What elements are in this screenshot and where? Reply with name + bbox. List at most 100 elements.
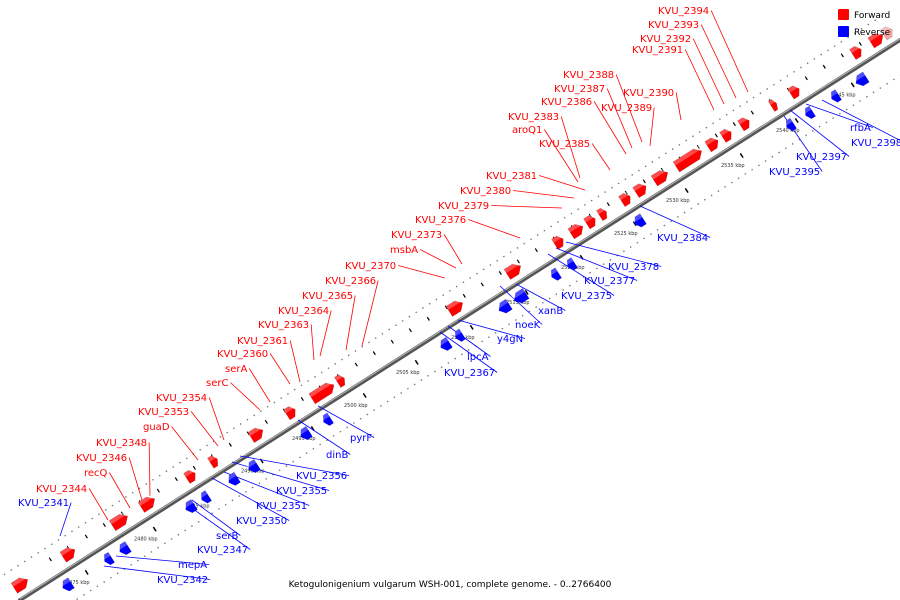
gene-arrow-body (804, 105, 816, 120)
reverse-leader-line (805, 103, 873, 128)
forward-leader-line (491, 205, 563, 209)
forward-leader-line (675, 92, 682, 121)
minor-tick (156, 488, 160, 493)
forward-leader-line (649, 107, 655, 147)
reverse-gene-arrow (245, 459, 261, 473)
gene-arrow-body (334, 374, 346, 388)
reverse-gene-arrow (452, 328, 466, 342)
minor-tick (48, 557, 52, 562)
minor-tick (516, 259, 520, 264)
forward-gene-arrow (596, 206, 608, 222)
forward-gene-arrow (183, 468, 196, 484)
gene-arrow-shine (308, 379, 334, 398)
scale-tick-label: 2485 kbp (186, 503, 210, 509)
forward-track-dots (3, 14, 885, 576)
reverse-gene-label-dinb: dinB (326, 450, 348, 461)
gene-arrow-shine (446, 297, 462, 310)
forward-leader-line (539, 175, 586, 191)
gene-arrow-shine (320, 412, 330, 421)
reverse-gene-label-rfba: rfbA (850, 123, 871, 134)
forward-leader-line (606, 88, 633, 149)
gene-arrow-shine (802, 106, 812, 114)
forward-leader-line (593, 101, 627, 155)
gene-arrow-body (583, 215, 596, 230)
gene-arrow-body (867, 33, 884, 49)
reverse-gene-arrow (320, 412, 334, 426)
gene-arrow-shine (183, 468, 195, 477)
scale-tick-label: 2525 kbp (614, 231, 638, 237)
legend-reverse-label: Reverse (854, 28, 891, 38)
gene-arrow-shine (737, 115, 749, 125)
gene-arrow-shine (768, 98, 776, 105)
gene-arrow-shine (182, 499, 194, 509)
reverse-gene-label-kvu-2398: KVU_2398 (851, 138, 900, 149)
gene-arrow-shine (551, 233, 563, 243)
forward-gene-label-msba: msbA (390, 245, 418, 256)
gene-features (10, 24, 893, 594)
gene-arrow-body (503, 263, 522, 280)
forward-leader-line (190, 411, 219, 447)
gene-arrow-shine (504, 260, 520, 273)
minor-tick (174, 477, 178, 482)
gene-arrow-body (59, 547, 76, 563)
forward-gene-label-kvu-2390: KVU_2390 (623, 88, 674, 99)
gene-arrow-shine (109, 511, 127, 525)
forward-leader-line (361, 280, 379, 347)
reverse-gene-label-kvu-2397: KVU_2397 (796, 152, 847, 163)
minor-tick (750, 110, 754, 115)
forward-gene-arrow (283, 404, 296, 421)
reverse-gene-label-kvu-2351: KVU_2351 (256, 501, 307, 512)
gene-arrow-body (108, 513, 128, 532)
scale-tick-label: 2475 kbp (66, 580, 90, 586)
reverse-leader-line (231, 461, 330, 491)
gene-arrow-body (183, 469, 196, 484)
reverse-gene-arrow (182, 499, 198, 514)
gene-arrow-shine (283, 404, 295, 414)
reverse-leader-line (297, 419, 351, 455)
reverse-gene-label-kvu-2341: KVU_2341 (18, 498, 69, 509)
minor-tick (264, 419, 268, 424)
minor-tick (696, 144, 700, 150)
scale-tick (739, 153, 744, 159)
backbone-highlight (19, 38, 900, 600)
minor-tick (444, 305, 448, 310)
minor-tick (228, 442, 232, 447)
forward-gene-label-kvu-2361: KVU_2361 (237, 336, 288, 347)
forward-gene-arrow (445, 297, 464, 317)
reverse-gene-label-y4gn: y4gN (497, 334, 523, 345)
gene-arrow-body (248, 459, 261, 473)
gene-arrow-shine (11, 574, 27, 587)
genome-backbone (18, 38, 900, 600)
reverse-gene-label-mepa: mepA (178, 560, 207, 571)
minor-tick (498, 270, 502, 276)
gene-arrow-body (650, 170, 669, 187)
forward-gene-arrow (767, 98, 779, 112)
gene-arrow-body (737, 117, 750, 132)
forward-leader-line (710, 10, 749, 93)
reverse-gene-label-kvu-2395: KVU_2395 (769, 167, 820, 178)
gene-arrow-body (300, 426, 313, 440)
gene-arrow-shine (673, 145, 701, 166)
forward-leader-line (419, 249, 457, 269)
gene-arrow-shine (567, 221, 582, 233)
reverse-gene-label-pyrf: pyrF (350, 433, 372, 444)
reverse-gene-arrow (59, 577, 75, 592)
reverse-gene-arrow (564, 257, 578, 271)
gene-arrow-shine (334, 373, 344, 381)
scale-tick-label: 2540 kbp (776, 128, 800, 134)
reverse-gene-label-kvu-2378: KVU_2378 (608, 262, 659, 273)
reverse-gene-label-kvu-2347: KVU_2347 (197, 545, 248, 556)
forward-gene-label-sera: serA (225, 364, 247, 375)
reverse-gene-label-xanb: xanB (538, 306, 563, 317)
forward-gene-label-kvu-2392: KVU_2392 (640, 34, 691, 45)
gene-arrow-body (62, 577, 75, 592)
gene-arrow-shine (631, 213, 643, 223)
forward-leader-line (128, 457, 143, 501)
scale-tick-label: 2535 kbp (721, 163, 745, 169)
forward-gene-label-kvu-2373: KVU_2373 (391, 230, 442, 241)
gene-arrow-body (551, 235, 564, 250)
forward-gene-label-serc: serC (206, 378, 228, 389)
forward-gene-label-aroq1: aroQ1 (512, 125, 542, 136)
minor-tick (660, 167, 664, 172)
forward-gene-label-kvu-2360: KVU_2360 (217, 349, 268, 360)
